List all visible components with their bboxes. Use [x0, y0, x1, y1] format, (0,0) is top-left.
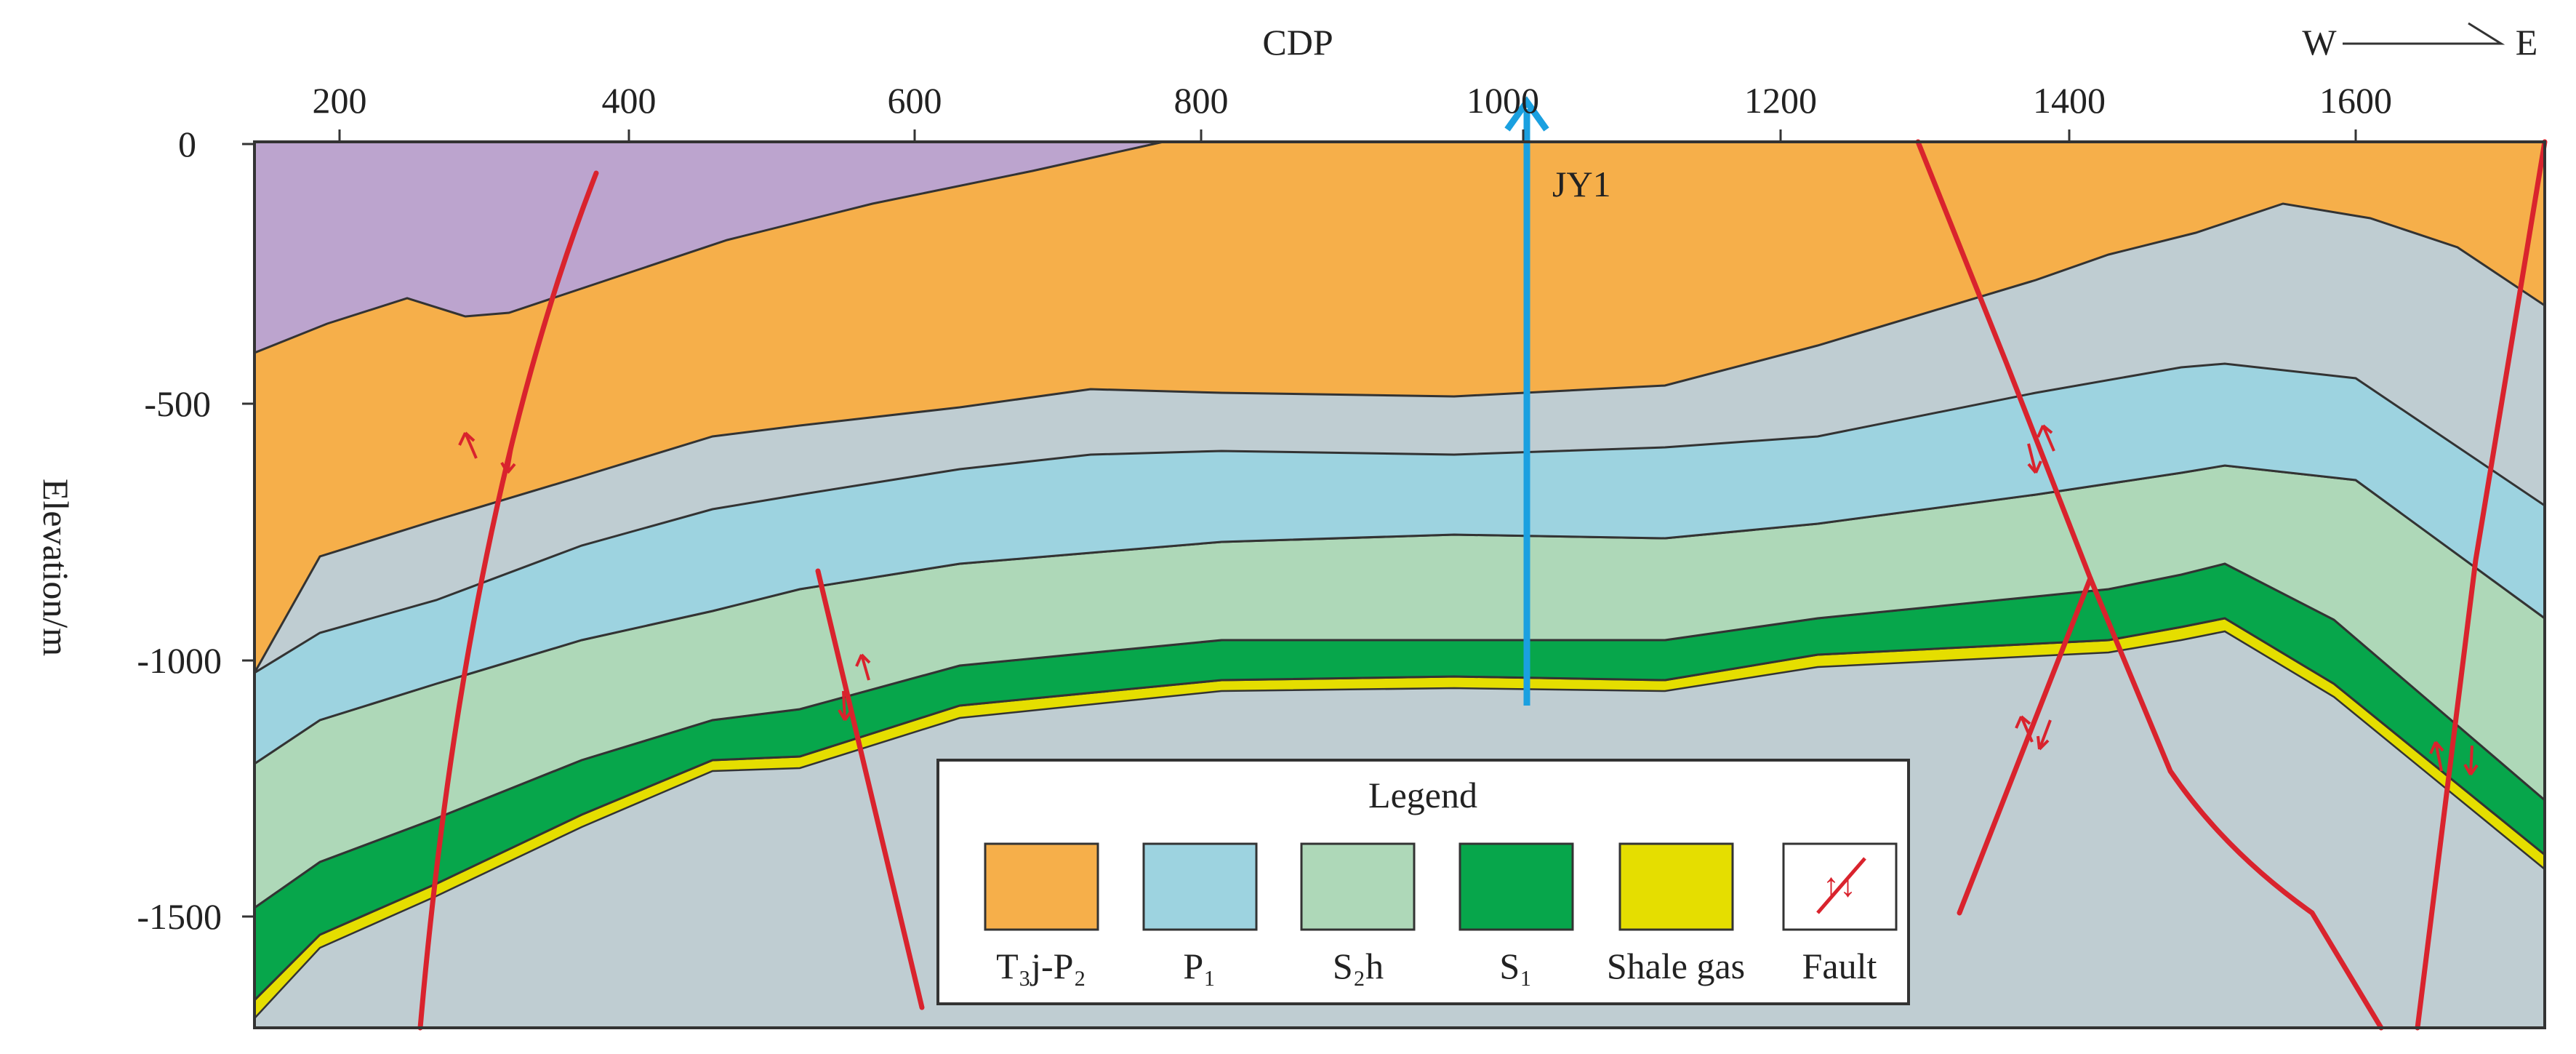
x-tick-label: 1000 [1466, 80, 1539, 121]
fault-arrow [458, 431, 478, 459]
legend-title: Legend [1368, 775, 1477, 815]
fault-arrow [2429, 740, 2444, 772]
well-jy1-label: JY1 [1552, 164, 1611, 204]
fault-5 [2415, 139, 2548, 1031]
legend-fault-line [1816, 857, 1866, 914]
fault-arrow [2015, 715, 2034, 743]
compass-east: E [2516, 22, 2538, 63]
x-tick-label: 1400 [2033, 80, 2106, 121]
legend-label-shale-gas: Shale gas [1607, 946, 1745, 986]
fault-3 [1915, 139, 2093, 916]
legend-label-t3j-p2: T₃j-P₂ [996, 946, 1086, 986]
legend-swatch-t3j-p2 [984, 842, 1099, 931]
y-tick-label: -1500 [137, 896, 222, 937]
legend-label-p1: P₁ [1183, 946, 1216, 986]
x-axis-title: CDP [1262, 22, 1333, 63]
legend-swatch-p1 [1142, 842, 1258, 931]
fault-arrow [2027, 443, 2042, 474]
x-tick-label: 800 [1174, 80, 1229, 121]
legend-box [936, 759, 1910, 1005]
fault-4 [2087, 575, 2384, 1031]
legend: Legend ↑↓ T₃j-P₂ P₁ S₂h S₁ Shale gas Fau… [936, 759, 1910, 1005]
legend-label-s1: S₁ [1499, 946, 1532, 986]
y-tick-label: -1000 [137, 640, 222, 681]
y-tick-label: 0 [178, 124, 196, 164]
plot-frame [253, 140, 2546, 1029]
fault-arrow [500, 443, 516, 474]
upper-unit [253, 140, 1164, 355]
legend-label-fault: Fault [1802, 946, 1877, 986]
fault-arrows [458, 424, 2479, 776]
fault-arrow [2463, 745, 2479, 776]
legend-swatch-shale-gas [1618, 842, 1734, 931]
well-jy1-arrowhead [1504, 96, 1549, 132]
fault-arrow [855, 653, 871, 681]
x-tick-label: 400 [602, 80, 657, 121]
x-tick-label: 1200 [1744, 80, 1817, 121]
x-axis [338, 129, 2357, 142]
compass-west: W [2302, 22, 2337, 63]
x-tick-label: 600 [888, 80, 942, 121]
y-axis-title: Elevation/m [36, 479, 76, 656]
fault-2 [815, 568, 925, 1010]
fault-lines [417, 139, 2548, 1031]
x-tick-label: 200 [313, 80, 367, 121]
fault-arrow [2037, 424, 2055, 452]
fault-1 [417, 170, 599, 1031]
compass-arrow [2343, 22, 2505, 45]
legend-swatch-s2h [1300, 842, 1416, 931]
legend-label-s2h: S₂h [1333, 946, 1384, 986]
y-tick-label: -500 [144, 383, 211, 424]
fault-arrow [2037, 719, 2052, 751]
y-axis [242, 143, 254, 918]
legend-fault-arrows: ↑↓ [1823, 866, 1856, 903]
fault-arrow [838, 690, 853, 722]
legend-swatch-s1 [1458, 842, 1574, 931]
x-tick-label: 1600 [2319, 80, 2392, 121]
